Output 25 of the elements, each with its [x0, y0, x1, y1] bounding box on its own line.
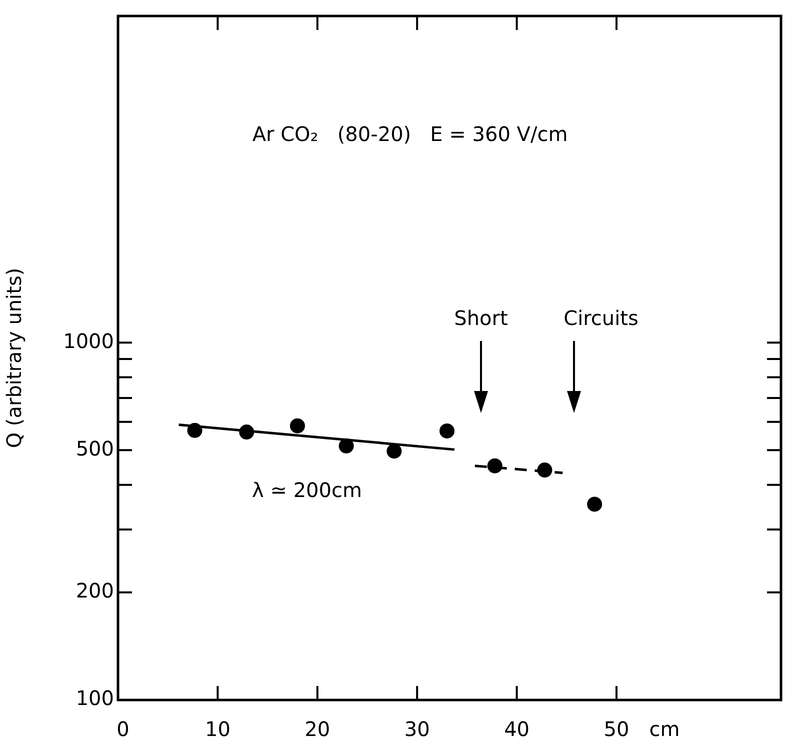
y-tick-label: 1000 — [63, 328, 114, 353]
y-axis-title: Q (arbitrary units) — [2, 268, 26, 448]
point — [239, 424, 254, 440]
point — [386, 444, 402, 459]
point — [440, 423, 455, 438]
point — [290, 418, 305, 434]
point — [187, 422, 202, 438]
x-tick-label: 0 — [116, 717, 130, 742]
annotation: Short — [454, 306, 508, 330]
y-tick-label: 200 — [76, 578, 114, 603]
point — [587, 496, 602, 512]
x-tick-label: 30 — [404, 717, 430, 742]
point — [537, 462, 552, 478]
annotation: Ar CO₂ (80-20) E = 360 V/cm — [252, 122, 568, 146]
point — [487, 458, 502, 474]
y-tick-label: 100 — [76, 686, 114, 710]
annotation: Circuits — [564, 306, 638, 330]
x-tick-label: 10 — [204, 717, 230, 742]
x-tick-label: 40 — [504, 717, 530, 742]
point — [338, 438, 354, 454]
x-tick-label: 20 — [304, 717, 330, 742]
x-tick-label: 50 — [604, 717, 630, 742]
x-axis-title: cm — [649, 717, 680, 742]
annotation: λ ≃ 200cm — [252, 478, 362, 502]
y-tick-label: 500 — [76, 436, 114, 460]
